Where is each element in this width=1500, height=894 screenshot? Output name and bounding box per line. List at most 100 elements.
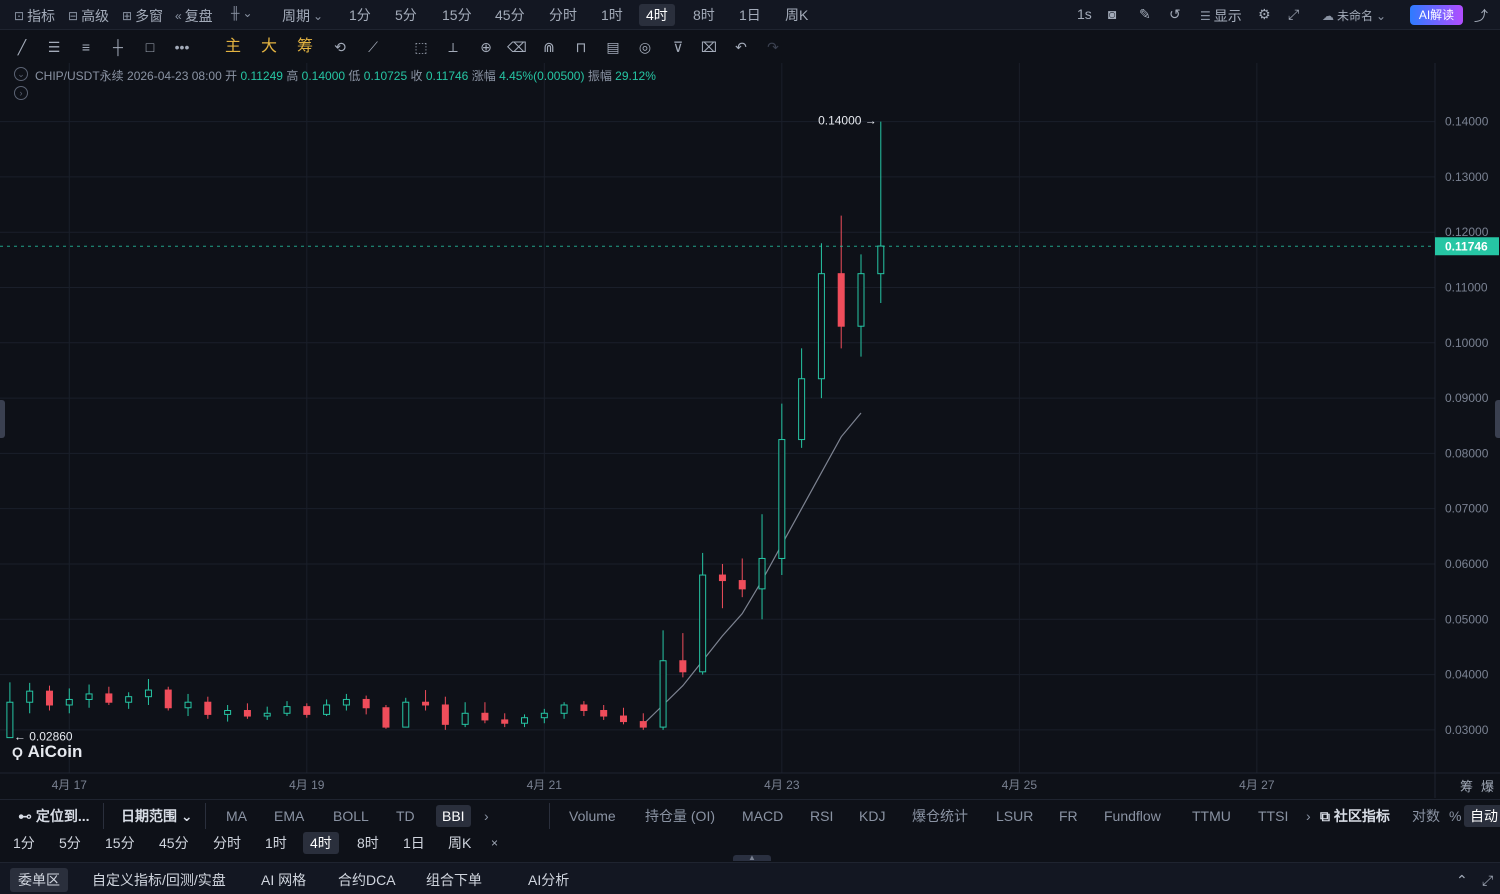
trash-icon[interactable]: ⌧ xyxy=(700,39,718,55)
main-indicator-tab[interactable]: BBI xyxy=(436,805,471,827)
zoom-icon[interactable]: ⊕ xyxy=(480,39,492,55)
main-indicator-tab[interactable]: EMA xyxy=(274,808,305,824)
bottom-tab[interactable]: 委单区 xyxy=(10,868,68,892)
redo-icon[interactable]: ↷ xyxy=(767,39,779,55)
chart-type-button[interactable]: ╫ ⌄ xyxy=(231,6,253,20)
sub-indicator-tab[interactable]: RSI xyxy=(810,808,834,824)
log-scale-toggle[interactable]: 对数 xyxy=(1412,808,1440,824)
left-panel-toggle[interactable] xyxy=(0,400,5,438)
bottom-period-tab[interactable]: 分时 xyxy=(213,835,241,851)
bottom-period-tab[interactable]: 4时 xyxy=(303,832,339,854)
period-tab[interactable]: 1日 xyxy=(739,7,761,23)
lock-icon[interactable]: ⊓ xyxy=(575,39,587,55)
undo-icon[interactable]: ↶ xyxy=(735,39,747,55)
settings-icon[interactable]: ⚙ xyxy=(1258,6,1271,22)
price-chart[interactable]: 0.14000 0.13000 0.12000 0.11000 0.10000 0.090… xyxy=(0,63,1500,798)
bottom-period-tab[interactable]: 周K xyxy=(448,835,472,851)
close-icon[interactable]: × xyxy=(491,836,499,850)
chevron-right-icon[interactable]: › xyxy=(1306,808,1311,824)
bottom-period-tab[interactable]: 1时 xyxy=(265,835,287,851)
trendline-icon[interactable]: ╱ xyxy=(17,39,27,55)
pencil-icon[interactable]: ✎ xyxy=(1139,6,1151,22)
period-tab[interactable]: 周K xyxy=(785,7,809,23)
fib-lines-icon[interactable]: ≡ xyxy=(81,39,91,55)
sub-indicator-tab[interactable]: 爆仓统计 xyxy=(912,808,968,824)
collapse-legend-icon[interactable]: ⌄ xyxy=(14,67,28,81)
sub-indicator-tab[interactable]: KDJ xyxy=(859,808,886,824)
period-tab[interactable]: 8时 xyxy=(693,7,715,23)
percent-scale-toggle[interactable]: % xyxy=(1449,808,1462,824)
bottom-period-tab[interactable]: 5分 xyxy=(59,835,81,851)
chevron-right-icon[interactable]: › xyxy=(484,808,489,824)
sub-indicator-tab[interactable]: TTSI xyxy=(1258,808,1289,824)
select-icon[interactable]: ⬚ xyxy=(414,39,428,55)
share-icon[interactable]: ⤴ xyxy=(1474,8,1488,24)
fullscreen-icon[interactable]: ⤢ xyxy=(1288,6,1300,22)
undo-history-icon[interactable]: ↺ xyxy=(1169,6,1181,22)
sub-indicator-tab[interactable]: FR xyxy=(1059,808,1078,824)
period-tab[interactable]: 45分 xyxy=(495,7,525,23)
sub-indicator-tab[interactable]: Volume xyxy=(569,808,616,824)
eraser-icon[interactable]: ⌫ xyxy=(507,39,527,55)
refresh-interval[interactable]: 1s xyxy=(1077,6,1092,22)
indicators-button[interactable]: ⊡ 指标 xyxy=(14,8,56,24)
bottom-tab[interactable]: AI分析 xyxy=(528,872,570,888)
bottom-period-tab[interactable]: 15分 xyxy=(105,835,135,851)
date-range-button[interactable]: 日期范围 ⌄ xyxy=(121,808,193,824)
horizontal-line-icon[interactable]: ┼ xyxy=(113,39,123,55)
bottom-tab[interactable]: 组合下单 xyxy=(426,872,482,888)
parallel-lines-icon[interactable]: ☰ xyxy=(47,39,61,55)
template-icon[interactable]: ▤ xyxy=(606,39,620,55)
display-button[interactable]: ☰ 显示 xyxy=(1200,8,1242,24)
bottom-tab[interactable]: 自定义指标/回测/实盘 xyxy=(92,872,226,888)
sub-indicator-tab[interactable]: Fundflow xyxy=(1104,808,1161,824)
period-tab[interactable]: 1时 xyxy=(601,7,623,23)
bottom-period-tab[interactable]: 1分 xyxy=(13,835,35,851)
chips-button[interactable]: 筹 xyxy=(296,38,313,55)
collapse-up-icon[interactable]: ⌃ xyxy=(1456,872,1468,888)
layout-dropdown[interactable]: ☁ 未命名 ⌄ xyxy=(1322,8,1387,24)
camera-icon[interactable]: ◙ xyxy=(1108,6,1117,22)
replay-button[interactable]: «复盘 xyxy=(175,8,213,24)
rectangle-icon[interactable]: □ xyxy=(145,39,155,55)
big-order-button[interactable]: 大 xyxy=(260,38,277,55)
sub-indicator-tab[interactable]: LSUR xyxy=(996,808,1034,824)
hide-icon[interactable]: ◎ xyxy=(638,39,652,55)
panel-resize-handle[interactable]: ▲ xyxy=(733,854,771,862)
bottom-period-tab[interactable]: 8时 xyxy=(357,835,379,851)
period-tab[interactable]: 4时 xyxy=(639,4,675,26)
right-panel-toggle[interactable] xyxy=(1495,400,1500,438)
candle-down xyxy=(738,580,746,590)
bottom-tab[interactable]: 合约DCA xyxy=(338,872,396,888)
bottom-tab[interactable]: AI 网格 xyxy=(261,872,307,888)
auto-scale-toggle[interactable]: 自动 xyxy=(1464,805,1500,827)
multiwindow-button[interactable]: ⊞ 多窗 xyxy=(122,8,164,24)
main-indicator-tab[interactable]: MA xyxy=(226,808,247,824)
ai-interpret-button[interactable]: AI解读 xyxy=(1410,5,1463,25)
expand-legend-icon[interactable]: › xyxy=(14,86,28,100)
bottom-period-tab[interactable]: 1日 xyxy=(403,835,425,851)
period-dropdown[interactable]: 周期 ⌄ xyxy=(282,8,324,24)
period-tab[interactable]: 15分 xyxy=(442,7,472,23)
main-indicator-tab[interactable]: TD xyxy=(396,808,415,824)
sync-icon[interactable]: ⟲ xyxy=(334,39,346,55)
expand-icon[interactable]: ⤢ xyxy=(1482,872,1494,888)
sub-indicator-tab[interactable]: MACD xyxy=(742,808,784,824)
measure-icon[interactable]: ⟋ xyxy=(368,39,378,55)
sub-indicator-tab[interactable]: 持仓量 (OI) xyxy=(645,808,715,824)
period-tab[interactable]: 分时 xyxy=(549,7,577,23)
period-tab[interactable]: 1分 xyxy=(349,7,371,23)
period-tab[interactable]: 5分 xyxy=(395,7,417,23)
magnet-icon[interactable]: ⋒ xyxy=(543,39,555,55)
ruler-icon[interactable]: ⟂ xyxy=(448,39,458,55)
main-force-button[interactable]: 主 xyxy=(224,38,241,55)
main-indicator-tab[interactable]: BOLL xyxy=(333,808,369,824)
community-indicators-button[interactable]: ⧉ 社区指标 xyxy=(1320,808,1390,824)
sub-indicator-tab[interactable]: TTMU xyxy=(1192,808,1231,824)
filter-icon[interactable]: ⊽ xyxy=(672,39,684,55)
bottom-period-tab[interactable]: 45分 xyxy=(159,835,189,851)
change-label: 涨幅 xyxy=(471,69,496,83)
advanced-button[interactable]: ⊟ 高级 xyxy=(68,8,110,24)
more-tools-icon[interactable]: ••• xyxy=(174,39,190,55)
locate-button[interactable]: ⊷ 定位到... xyxy=(18,808,90,824)
